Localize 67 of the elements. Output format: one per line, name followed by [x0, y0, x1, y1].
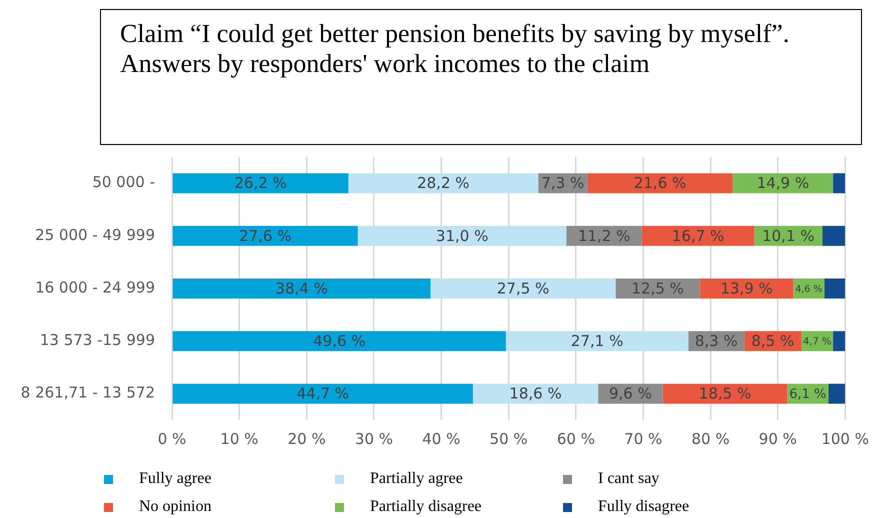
bar — [358, 226, 566, 246]
x-tick-label: 90 % — [758, 430, 797, 448]
data-label: 14,9 % — [756, 174, 810, 192]
data-label: 38,4 % — [275, 279, 328, 298]
x-tick-label: 100 % — [821, 430, 869, 448]
x-tick-label: 30 % — [354, 430, 394, 448]
data-label: 21,6 % — [634, 174, 686, 192]
bar — [833, 331, 846, 352]
bar — [822, 226, 846, 246]
bar — [828, 384, 846, 404]
chart-title: Claim “I could get better pension benefits by saving by myself”. Answers by responders' work incomes to the claim — [120, 19, 790, 79]
bar — [172, 173, 348, 194]
bar — [472, 384, 598, 404]
bar — [506, 331, 688, 352]
data-label: 27,1 % — [570, 332, 624, 350]
data-label: 11,2 % — [578, 226, 630, 245]
bar — [824, 278, 846, 298]
x-tick-label: 10 % — [220, 430, 258, 448]
data-label: 4,7 % — [802, 336, 832, 348]
data-label: 18,6 % — [509, 384, 562, 403]
data-label: 13,9 % — [720, 279, 773, 298]
data-label: 44,7 % — [296, 384, 350, 403]
legend-label: No opinion — [139, 498, 212, 516]
x-tick-label: 20 % — [288, 430, 326, 448]
data-label: 6,1 % — [789, 387, 826, 402]
bar — [833, 173, 846, 194]
data-label: 27,5 % — [496, 279, 550, 298]
x-tick-label: 40 % — [422, 430, 460, 448]
y-tick-label: 25 000 - 49 999 — [35, 226, 155, 244]
bar — [732, 173, 834, 194]
bar — [172, 226, 358, 246]
data-label: 18,5 % — [698, 384, 752, 403]
y-tick-label: 13 573 -15 999 — [40, 330, 155, 349]
data-label: 8,3 % — [694, 332, 738, 350]
data-label: 8,5 % — [751, 332, 794, 350]
y-tick-label: 8 261,71 - 13 572 — [20, 384, 155, 402]
bar — [662, 384, 788, 404]
legend-label: Partially disagree — [370, 498, 482, 516]
x-tick-label: 80 % — [691, 430, 730, 448]
data-label: 9,6 % — [608, 384, 652, 403]
data-label: 10,1 % — [762, 226, 814, 245]
legend-label: Partially agree — [370, 470, 463, 488]
data-label: 12,5 % — [631, 279, 684, 298]
legend-label: Fully agree — [139, 470, 212, 488]
legend-label: Fully disagree — [598, 498, 690, 516]
bar — [172, 331, 506, 352]
data-label: 31,0 % — [436, 226, 488, 245]
bar — [642, 226, 754, 246]
data-label: 28,2 % — [417, 174, 470, 192]
y-tick-label: 50 000 - — [92, 173, 155, 192]
x-tick-label: 60 % — [556, 430, 595, 448]
data-label: 7,3 % — [541, 174, 584, 192]
bar — [430, 278, 616, 298]
data-label: 4,6 % — [795, 284, 822, 295]
bar — [348, 173, 538, 194]
x-tick-label: 0 % — [158, 430, 186, 448]
bar — [587, 173, 733, 194]
bar — [172, 384, 473, 404]
x-tick-label: 50 % — [490, 430, 528, 448]
data-label: 26,2 % — [234, 174, 287, 192]
legend-label: I cant say — [598, 470, 660, 488]
data-label: 16,7 % — [672, 226, 724, 245]
y-tick-label: 16 000 - 24 999 — [35, 278, 155, 296]
bar — [172, 278, 430, 298]
data-label: 27,6 % — [239, 226, 292, 245]
data-label: 49,6 % — [313, 332, 366, 350]
x-tick-label: 70 % — [624, 430, 662, 448]
